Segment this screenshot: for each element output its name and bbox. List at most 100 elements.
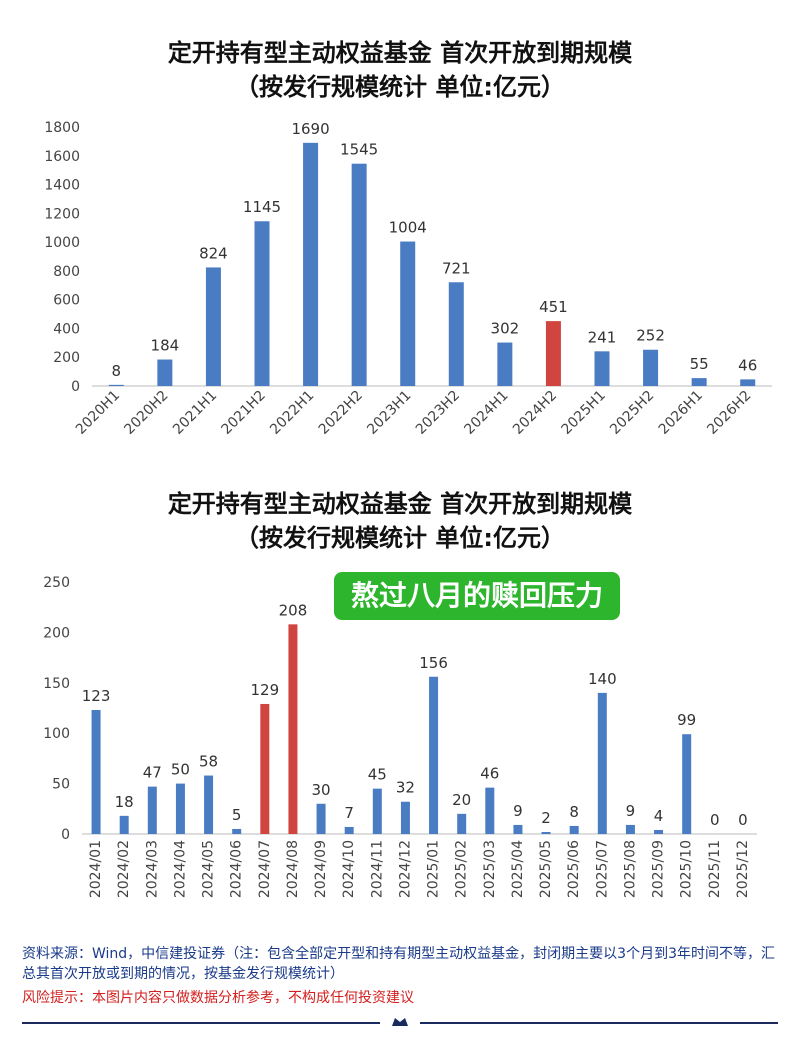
source-note: 资料来源：Wind，中信建投证券（注：包含全部定开型和持有期型主动权益基金，封闭…: [22, 946, 775, 982]
chart2-plot: 0501001502002501232024/01182024/02472024…: [43, 575, 757, 898]
x-tick-label: 2025/11: [707, 840, 723, 898]
data-label: 99: [677, 711, 696, 729]
x-tick-label: 2024/11: [369, 840, 385, 898]
bar-2025H2: [643, 349, 659, 386]
chart1-subtitle: （按发行规模统计 单位:亿元）: [235, 73, 565, 101]
data-label: 18: [115, 793, 134, 811]
data-label: 7: [344, 804, 354, 822]
x-tick-label: 2026H2: [704, 388, 754, 438]
bar-2023H1: [400, 241, 416, 386]
x-tick-label: 2024/01: [88, 840, 104, 898]
data-label: 8: [112, 362, 122, 380]
bar-2024-08: [288, 624, 298, 834]
data-label: 451: [539, 298, 568, 316]
y-tick-label: 1200: [44, 206, 80, 222]
data-label: 8: [569, 803, 579, 821]
y-tick-label: 200: [43, 625, 70, 641]
y-tick-label: 0: [61, 827, 70, 843]
chart1-title: 定开持有型主动权益基金 首次开放到期规模: [167, 39, 633, 67]
bar-2024-03: [147, 786, 157, 834]
x-tick-label: 2024/04: [172, 840, 188, 898]
footer-rule-right: [420, 1022, 778, 1024]
x-tick-label: 2025/06: [566, 840, 582, 898]
data-label: 129: [250, 681, 279, 699]
data-label: 9: [626, 802, 636, 820]
bar-2024-11: [372, 788, 382, 834]
data-label: 30: [312, 781, 331, 799]
x-tick-label: 2024/09: [313, 840, 329, 898]
data-label: 47: [143, 764, 162, 782]
data-label: 0: [738, 811, 748, 829]
bar-2025-10: [682, 734, 692, 834]
bar-2024-12: [400, 801, 410, 834]
bar-2025-06: [569, 825, 579, 834]
x-tick-label: 2025/10: [679, 840, 695, 898]
bar-2026H2: [740, 379, 756, 386]
y-tick-label: 1400: [44, 178, 80, 194]
data-label: 20: [452, 791, 471, 809]
y-tick-label: 400: [53, 321, 80, 337]
bar-2021H1: [205, 267, 221, 386]
data-label: 1690: [291, 120, 329, 138]
data-label: 5: [232, 806, 242, 824]
x-tick-label: 2025/01: [426, 840, 442, 898]
bar-2025-03: [485, 787, 495, 834]
x-tick-label: 2025/07: [594, 840, 610, 898]
data-label: 1145: [243, 198, 281, 216]
bar-2022H1: [303, 142, 319, 386]
logo-mark-icon: [392, 1018, 408, 1026]
data-label: 50: [171, 761, 190, 779]
y-tick-label: 100: [43, 726, 70, 742]
data-label: 123: [82, 687, 111, 705]
data-label: 45: [368, 766, 387, 784]
x-tick-label: 2023H2: [413, 388, 463, 438]
x-tick-label: 2023H1: [364, 388, 414, 438]
y-tick-label: 250: [43, 575, 70, 591]
y-tick-label: 800: [53, 264, 80, 280]
x-tick-label: 2020H1: [73, 388, 123, 438]
y-tick-label: 200: [53, 350, 80, 366]
bar-2025-09: [654, 829, 664, 834]
data-label: 156: [419, 654, 448, 672]
data-label: 55: [690, 355, 709, 373]
bar-2024-07: [260, 703, 270, 834]
x-tick-label: 2024H2: [510, 388, 560, 438]
data-label: 4: [654, 807, 664, 825]
x-tick-label: 2024/02: [116, 840, 132, 898]
x-tick-label: 2025/03: [482, 840, 498, 898]
chart2-annotation-badge: 熬过八月的赎回压力: [334, 572, 620, 620]
bar-2021H2: [254, 221, 270, 386]
x-tick-label: 2021H2: [219, 388, 269, 438]
x-tick-label: 2025/08: [622, 840, 638, 898]
bar-2024-05: [204, 775, 214, 834]
bar-2024-01: [91, 710, 101, 834]
x-tick-label: 2024/05: [201, 840, 217, 898]
y-tick-label: 150: [43, 676, 70, 692]
chart2-title: 定开持有型主动权益基金 首次开放到期规模: [167, 490, 633, 518]
x-tick-label: 2025H1: [559, 388, 609, 438]
x-tick-label: 2024/10: [341, 840, 357, 898]
bar-2023H2: [448, 282, 464, 386]
data-label: 9: [513, 802, 523, 820]
bar-2025-05: [541, 831, 551, 834]
y-tick-label: 1000: [44, 235, 80, 251]
bar-2020H1: [108, 384, 124, 386]
x-tick-label: 2022H2: [316, 388, 366, 438]
chart2-subtitle: （按发行规模统计 单位:亿元）: [235, 524, 565, 552]
bar-2020H2: [157, 359, 173, 386]
x-tick-label: 2021H1: [170, 388, 220, 438]
bar-2024H1: [497, 342, 513, 386]
y-tick-label: 600: [53, 293, 80, 309]
data-label: 58: [199, 753, 218, 771]
y-tick-label: 1600: [44, 149, 80, 165]
data-label: 140: [588, 670, 617, 688]
bar-2025-08: [625, 824, 635, 834]
x-tick-label: 2025H2: [607, 388, 657, 438]
data-label: 1004: [389, 219, 427, 237]
bar-2022H2: [351, 163, 367, 386]
bar-2026H1: [691, 378, 707, 386]
x-tick-label: 2024/12: [397, 840, 413, 898]
data-label: 721: [442, 259, 471, 277]
data-label: 302: [491, 320, 520, 338]
